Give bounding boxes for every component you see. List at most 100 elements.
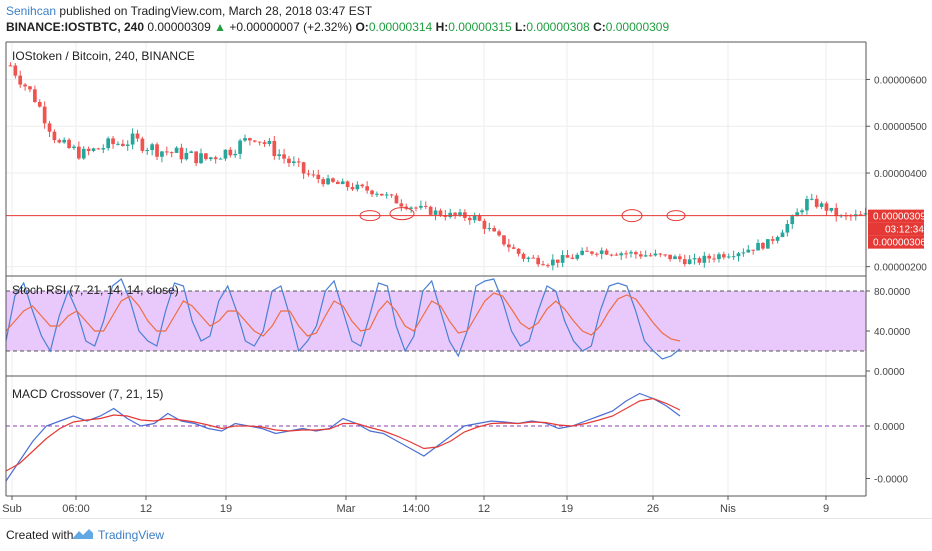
x-tick-label: 14:00 bbox=[402, 503, 430, 515]
time-axis[interactable]: Sub 06:00 12 19 Mar 14:00 12 19 26 Nis 9 bbox=[2, 496, 829, 515]
candle-body bbox=[399, 203, 404, 207]
x-tick-label: 26 bbox=[647, 503, 659, 515]
candle-body bbox=[707, 255, 712, 259]
price-axis[interactable]: 0.00000600 0.00000500 0.00000400 0.00000200 bbox=[866, 75, 927, 274]
candle-body bbox=[702, 255, 707, 263]
macd-signal-line bbox=[5, 397, 681, 472]
candle-body bbox=[433, 210, 438, 215]
x-tick-label: 19 bbox=[561, 503, 573, 515]
annotation-ellipse[interactable] bbox=[389, 207, 415, 221]
candle-body bbox=[487, 228, 492, 230]
candle-body bbox=[467, 217, 472, 221]
candle-body bbox=[687, 259, 692, 265]
current-price: 0.00000309 bbox=[147, 20, 211, 34]
candle-body bbox=[272, 140, 277, 157]
candle-body bbox=[497, 231, 501, 236]
annotation-ellipse[interactable] bbox=[666, 210, 686, 222]
candle-body bbox=[482, 220, 487, 229]
candle-body bbox=[218, 158, 223, 160]
stoch-rsi-k-line bbox=[5, 278, 681, 360]
author-link[interactable]: Senihcan bbox=[6, 4, 57, 18]
chart-header: Senihcan published on TradingView.com, M… bbox=[0, 0, 932, 38]
x-tick-label: 19 bbox=[220, 503, 232, 515]
candle-body bbox=[697, 258, 702, 263]
candle-body bbox=[409, 207, 413, 209]
ohlc-line: BINANCE:IOSTBTC, 240 0.00000309 ▲ +0.000… bbox=[6, 20, 669, 34]
candle-body bbox=[761, 243, 765, 249]
symbol-label: BINANCE:IOSTBTC, 240 bbox=[6, 20, 145, 34]
candle-body bbox=[130, 133, 135, 145]
candle-body bbox=[516, 248, 521, 254]
candle-body bbox=[311, 174, 316, 176]
candle-body bbox=[106, 138, 111, 149]
low-value: 0.00000308 bbox=[526, 20, 590, 34]
candle-body bbox=[756, 243, 760, 251]
low-tag-bg bbox=[868, 235, 924, 249]
candle-body bbox=[199, 153, 203, 164]
candle-body bbox=[360, 184, 365, 187]
candle-body bbox=[116, 143, 120, 145]
candle-body bbox=[785, 223, 790, 233]
candle-body bbox=[316, 174, 321, 180]
candle-body bbox=[135, 133, 140, 139]
candle-body bbox=[531, 257, 536, 259]
candle-body bbox=[780, 232, 785, 238]
candle-body bbox=[507, 244, 511, 248]
candle-body bbox=[472, 215, 477, 221]
close-value: 0.00000309 bbox=[605, 20, 670, 34]
candle-body bbox=[736, 253, 741, 257]
candles bbox=[8, 62, 868, 271]
chart-area[interactable]: IOStoken / Bitcoin, 240, BINANCE 0.00000… bbox=[0, 38, 932, 518]
candle-body bbox=[91, 148, 96, 151]
candle-body bbox=[423, 205, 428, 207]
candle-body bbox=[18, 75, 23, 85]
candle-body bbox=[282, 154, 286, 159]
candle-body bbox=[658, 253, 663, 255]
candle-body bbox=[243, 138, 247, 141]
candle-body bbox=[594, 253, 599, 255]
candle-body bbox=[722, 254, 726, 258]
candle-body bbox=[775, 237, 780, 241]
candle-body bbox=[751, 249, 756, 251]
candle-body bbox=[712, 258, 716, 260]
candle-body bbox=[140, 138, 145, 151]
price-pane[interactable]: IOStoken / Bitcoin, 240, BINANCE 0.00000… bbox=[6, 49, 927, 274]
candle-body bbox=[331, 178, 335, 182]
candle-body bbox=[204, 153, 208, 160]
publish-info: published on TradingView.com, March 28, … bbox=[59, 4, 373, 18]
grid bbox=[6, 42, 866, 496]
candle-body bbox=[834, 207, 839, 217]
candle-body bbox=[257, 141, 262, 143]
candle-body bbox=[717, 254, 721, 260]
stoch-rsi-title: Stoch RSI (7, 21, 14, 14, close) bbox=[12, 283, 179, 297]
macd-tick-label: 0.0000 bbox=[874, 422, 905, 433]
candle-body bbox=[345, 181, 350, 188]
stoch-rsi-pane[interactable]: Stoch RSI (7, 21, 14, 14, close) 80.0000… bbox=[5, 278, 911, 378]
candle-body bbox=[189, 151, 194, 153]
candle-body bbox=[379, 193, 384, 196]
stoch-rsi-tick-label: 0.0000 bbox=[874, 367, 905, 378]
price-tick-label: 0.00000600 bbox=[874, 75, 927, 86]
candle-body bbox=[546, 265, 550, 267]
candle-body bbox=[570, 257, 575, 259]
candle-body bbox=[248, 138, 252, 141]
candle-body bbox=[111, 138, 115, 145]
candle-body bbox=[648, 255, 653, 257]
annotation-ellipses[interactable] bbox=[359, 207, 686, 223]
open-label: O: bbox=[355, 20, 369, 34]
annotation-ellipse[interactable] bbox=[359, 210, 381, 222]
close-label: C: bbox=[593, 20, 606, 34]
candle-body bbox=[731, 256, 736, 258]
tradingview-brand-link[interactable]: TradingView bbox=[98, 528, 165, 542]
candle-body bbox=[120, 143, 125, 146]
candle-body bbox=[67, 139, 71, 149]
candle-body bbox=[575, 254, 580, 259]
candle-body bbox=[511, 247, 516, 249]
annotation-ellipse[interactable] bbox=[621, 209, 643, 223]
candle-body bbox=[164, 151, 169, 153]
candle-body bbox=[355, 184, 360, 190]
price-pane-title: IOStoken / Bitcoin, 240, BINANCE bbox=[12, 49, 195, 63]
open-value: 0.00000314 bbox=[368, 20, 433, 34]
candle-body bbox=[428, 206, 433, 215]
macd-pane[interactable]: MACD Crossover (7, 21, 15) 0.0000 -0.0000 bbox=[5, 387, 908, 486]
